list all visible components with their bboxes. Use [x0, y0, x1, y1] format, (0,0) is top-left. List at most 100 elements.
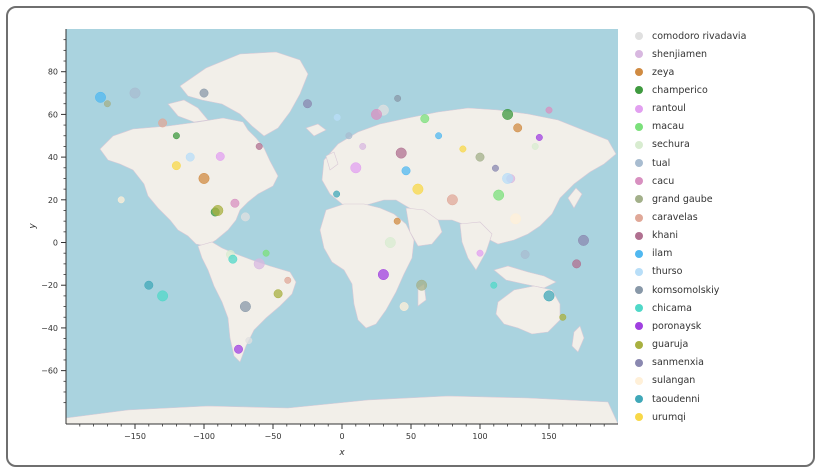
data-point[interactable] [393, 217, 401, 225]
data-point[interactable] [185, 152, 195, 162]
legend-item[interactable]: comodoro rivadavia [635, 27, 746, 45]
data-point[interactable] [572, 259, 582, 269]
data-point[interactable] [157, 290, 169, 302]
data-point[interactable] [446, 194, 458, 206]
data-point[interactable] [359, 142, 367, 150]
series-group [199, 88, 402, 313]
data-point[interactable] [401, 166, 411, 176]
data-point[interactable] [230, 198, 240, 208]
data-point[interactable] [253, 258, 265, 270]
data-point[interactable] [158, 118, 168, 128]
data-point[interactable] [117, 196, 125, 204]
legend-item[interactable]: champerico [635, 81, 708, 99]
land-japan [567, 187, 583, 209]
data-point[interactable] [510, 213, 522, 225]
legend-item[interactable]: urumqi [635, 408, 686, 426]
y-axis: 80 60 40 20 0 −20 −40 −60 [41, 29, 67, 424]
legend-item[interactable]: rantoul [635, 100, 686, 118]
data-point[interactable] [394, 94, 402, 102]
legend-swatch [635, 267, 643, 276]
legend-item[interactable]: taoudenni [635, 390, 700, 408]
data-point[interactable] [416, 279, 428, 291]
series-group [255, 142, 582, 269]
data-point[interactable] [513, 123, 523, 133]
legend-item[interactable]: komsomolskiy [635, 281, 719, 299]
data-point[interactable] [543, 290, 555, 302]
data-point[interactable] [502, 108, 514, 120]
data-point[interactable] [255, 142, 263, 150]
data-point[interactable] [245, 337, 253, 344]
data-point[interactable] [559, 313, 567, 321]
data-point[interactable] [476, 249, 484, 257]
data-point[interactable] [129, 87, 141, 99]
data-point[interactable] [333, 113, 341, 121]
data-point[interactable] [240, 212, 250, 222]
data-point[interactable] [303, 99, 312, 109]
data-point[interactable] [228, 254, 238, 264]
legend-label: sanmenxia [652, 357, 704, 369]
data-point[interactable] [350, 162, 362, 174]
legend-swatch [635, 32, 643, 40]
data-point[interactable] [284, 276, 292, 284]
data-point[interactable] [578, 234, 589, 246]
legend-label: tual [652, 157, 671, 169]
legend-item[interactable]: guaruja [635, 336, 688, 354]
data-point[interactable] [345, 132, 353, 140]
y-tick-label: 40 [48, 153, 58, 162]
legend-item[interactable]: chicama [635, 299, 692, 317]
series-group [117, 196, 522, 312]
data-point[interactable] [212, 205, 224, 216]
data-point[interactable] [475, 152, 485, 162]
legend-label: shenjiamen [652, 48, 708, 60]
data-point[interactable] [95, 91, 106, 103]
data-point[interactable] [459, 145, 467, 153]
legend-item[interactable]: khani [635, 227, 678, 245]
data-point[interactable] [412, 183, 424, 195]
data-point[interactable] [172, 132, 180, 140]
data-point[interactable] [399, 302, 409, 312]
legend-item[interactable]: tual [635, 154, 670, 172]
legend-item[interactable]: caravelas [635, 209, 698, 227]
legend-item[interactable]: macau [635, 118, 684, 136]
data-point[interactable] [371, 108, 382, 120]
legend-item[interactable]: sanmenxia [635, 354, 704, 372]
land-new-zealand [571, 325, 585, 353]
data-point[interactable] [493, 189, 505, 201]
data-point[interactable] [234, 344, 243, 354]
data-point[interactable] [420, 114, 430, 124]
data-point[interactable] [333, 190, 341, 198]
data-point[interactable] [198, 173, 210, 184]
data-point[interactable] [377, 269, 389, 280]
data-point[interactable] [435, 132, 443, 140]
data-point[interactable] [144, 280, 154, 290]
data-point[interactable] [103, 100, 111, 108]
legend-item[interactable]: poronaysk [635, 317, 701, 335]
data-point[interactable] [384, 237, 396, 248]
data-point[interactable] [215, 152, 225, 161]
data-point[interactable] [171, 161, 181, 171]
legend-swatch [635, 104, 643, 113]
legend-label: ilam [652, 248, 673, 260]
data-point[interactable] [239, 301, 251, 313]
legend-item[interactable]: thurso [635, 263, 682, 281]
data-point[interactable] [502, 173, 514, 184]
legend-item[interactable]: grand gaube [635, 190, 713, 208]
legend-item[interactable]: cacu [635, 172, 674, 190]
legend-item[interactable]: shenjiamen [635, 45, 707, 63]
legend-item[interactable]: sechura [635, 136, 690, 154]
data-point[interactable] [199, 88, 209, 98]
legend-item[interactable]: ilam [635, 245, 672, 263]
data-point[interactable] [535, 134, 543, 141]
data-point[interactable] [262, 249, 270, 257]
data-point[interactable] [531, 142, 539, 150]
data-point[interactable] [490, 281, 498, 289]
data-point[interactable] [545, 106, 553, 114]
data-point[interactable] [492, 164, 499, 172]
legend-item[interactable]: sulangan [635, 372, 695, 390]
data-point[interactable] [520, 250, 530, 259]
y-tick-label: −60 [41, 367, 58, 376]
data-point[interactable] [395, 147, 407, 159]
data-point[interactable] [273, 289, 283, 299]
legend-item[interactable]: zeya [635, 63, 674, 81]
legend-swatch [635, 376, 643, 385]
